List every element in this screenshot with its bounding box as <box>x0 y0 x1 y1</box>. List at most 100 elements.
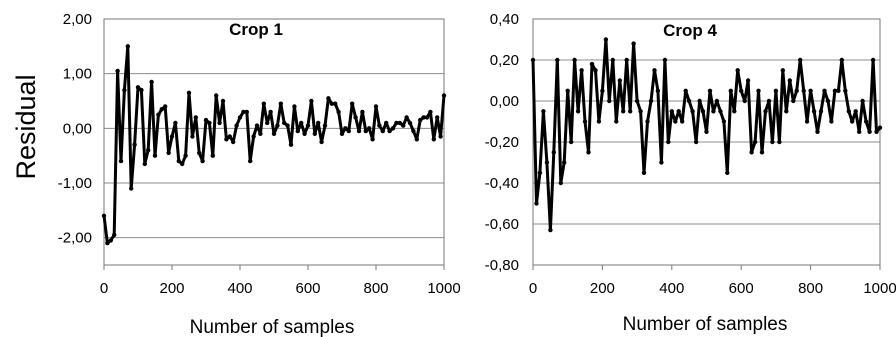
series-line <box>531 38 882 232</box>
data-point <box>808 88 813 94</box>
data-point <box>169 134 175 139</box>
data-point <box>728 88 733 94</box>
data-point <box>801 88 806 94</box>
data-point <box>278 101 283 106</box>
data-point <box>586 150 591 155</box>
data-point <box>435 115 440 120</box>
data-point <box>558 180 563 186</box>
data-point <box>115 68 120 74</box>
data-point <box>441 93 447 98</box>
y-tick-label: 0,00 <box>490 93 519 110</box>
data-point <box>346 128 351 134</box>
data-point <box>387 128 392 134</box>
data-point <box>628 109 633 114</box>
data-point <box>666 139 671 145</box>
data-point <box>360 109 365 115</box>
data-point <box>224 137 229 142</box>
data-point <box>582 119 588 124</box>
data-point <box>305 123 311 128</box>
data-point <box>108 238 114 243</box>
data-point <box>380 128 385 134</box>
data-point <box>863 119 869 124</box>
data-point <box>302 131 307 136</box>
data-point <box>877 125 883 130</box>
y-tick-label: 0,20 <box>490 52 519 69</box>
x-tick-label: 600 <box>729 280 754 297</box>
data-point <box>186 90 192 96</box>
data-point <box>614 119 619 124</box>
data-point <box>292 104 297 109</box>
data-point <box>343 126 348 131</box>
data-point <box>621 109 626 114</box>
data-point <box>132 142 137 147</box>
x-tick-label: 400 <box>659 280 684 297</box>
data-point <box>265 120 270 126</box>
data-point <box>370 137 375 142</box>
y-tick-label: -0,80 <box>485 257 519 274</box>
x-tick-label: 200 <box>159 280 184 297</box>
data-point <box>251 134 256 139</box>
data-point <box>638 109 643 114</box>
data-point <box>829 119 834 124</box>
title-backdrop <box>652 21 728 41</box>
data-point <box>254 123 260 128</box>
data-point <box>363 128 368 134</box>
data-point <box>146 148 151 153</box>
series-line <box>102 44 446 245</box>
data-point <box>299 120 304 126</box>
data-point <box>569 139 574 145</box>
data-point <box>780 68 785 73</box>
data-point <box>241 109 246 115</box>
data-point <box>401 123 406 128</box>
data-point <box>673 119 678 124</box>
data-point <box>156 112 161 117</box>
data-point <box>282 120 287 126</box>
data-point <box>244 109 249 115</box>
data-point <box>686 98 692 104</box>
data-point <box>596 119 602 124</box>
data-point <box>756 88 761 94</box>
data-point <box>745 78 751 83</box>
x-axis-title: Number of samples <box>190 317 355 337</box>
data-point <box>309 98 314 104</box>
data-point <box>839 57 844 63</box>
data-point <box>555 57 560 63</box>
data-point <box>326 96 331 101</box>
data-point <box>105 240 110 246</box>
data-point <box>421 115 426 120</box>
data-point <box>200 158 205 164</box>
data-point <box>159 107 164 112</box>
data-point <box>766 98 772 104</box>
data-point <box>173 120 178 126</box>
data-point <box>537 170 543 175</box>
data-point <box>149 79 154 85</box>
data-point <box>617 78 622 83</box>
data-point <box>593 68 598 73</box>
data-point <box>659 160 664 165</box>
data-point <box>336 109 341 115</box>
data-point <box>874 129 879 134</box>
data-point <box>818 109 824 114</box>
data-point <box>397 120 402 126</box>
data-point <box>541 109 546 114</box>
shared-y-axis-label: Residual <box>11 74 41 179</box>
data-point <box>163 104 168 109</box>
data-point <box>122 87 127 93</box>
data-point <box>534 201 539 206</box>
data-point <box>319 139 324 145</box>
data-point <box>870 57 876 63</box>
data-point <box>142 161 147 167</box>
y-tick-label: 1,00 <box>63 66 92 83</box>
data-point <box>197 150 202 156</box>
data-point <box>285 123 290 128</box>
data-point <box>787 78 792 83</box>
data-point <box>676 109 681 114</box>
data-point <box>125 44 130 49</box>
data-point <box>707 88 713 94</box>
data-point <box>631 41 636 46</box>
data-point <box>641 170 647 175</box>
data-point <box>231 139 236 145</box>
y-tick-label: -1,00 <box>58 175 92 192</box>
data-point <box>791 98 796 104</box>
data-point <box>575 109 581 114</box>
